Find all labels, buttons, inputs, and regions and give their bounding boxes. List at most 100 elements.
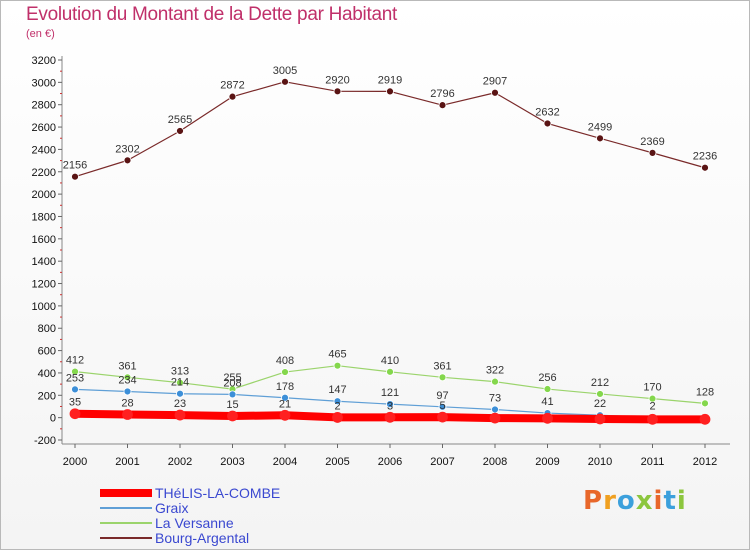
data-label: 21 bbox=[279, 398, 291, 410]
data-label: 3005 bbox=[273, 65, 297, 77]
data-point bbox=[333, 361, 342, 370]
data-label: 35 bbox=[69, 397, 81, 409]
y-tick-label: 3200 bbox=[32, 55, 56, 67]
data-point bbox=[596, 390, 604, 398]
data-point bbox=[489, 412, 501, 424]
data-label: 2156 bbox=[63, 160, 87, 172]
data-label: 2919 bbox=[378, 74, 402, 86]
x-tick-label: 2005 bbox=[325, 456, 349, 468]
data-label: 256 bbox=[538, 372, 556, 384]
data-label: 2920 bbox=[325, 74, 349, 86]
y-tick-label: 2400 bbox=[32, 144, 56, 156]
x-tick-label: 2007 bbox=[430, 456, 454, 468]
data-point bbox=[333, 87, 342, 96]
data-label: 73 bbox=[489, 392, 501, 404]
x-tick-label: 2008 bbox=[483, 456, 507, 468]
data-label: 2236 bbox=[693, 151, 717, 163]
y-tick-label: 200 bbox=[38, 390, 56, 402]
data-point bbox=[176, 378, 184, 387]
legend-swatch bbox=[100, 522, 152, 524]
x-tick-label: 2000 bbox=[63, 456, 87, 468]
data-point bbox=[596, 134, 604, 143]
data-point bbox=[543, 119, 552, 128]
data-label: 234 bbox=[118, 374, 136, 386]
data-point bbox=[123, 156, 132, 165]
legend-swatch bbox=[100, 507, 152, 509]
y-tick-label: 1200 bbox=[32, 279, 56, 291]
y-tick-label: 2800 bbox=[32, 100, 56, 112]
data-label: 361 bbox=[118, 360, 136, 372]
chart-title: Evolution du Montant de la Dette par Hab… bbox=[26, 4, 397, 25]
data-point bbox=[386, 400, 394, 409]
data-label: 128 bbox=[696, 386, 714, 398]
y-tick-label: 0 bbox=[50, 413, 56, 425]
data-point bbox=[122, 409, 133, 420]
data-point bbox=[438, 373, 447, 382]
chart-subtitle: (en €) bbox=[26, 28, 55, 40]
data-point bbox=[437, 411, 448, 423]
y-tick-label: -200 bbox=[34, 435, 56, 447]
data-label: 2632 bbox=[535, 106, 559, 118]
y-tick-label: 1400 bbox=[32, 256, 56, 268]
data-label: 2 bbox=[649, 400, 655, 412]
data-point bbox=[542, 412, 553, 424]
data-label: 2872 bbox=[220, 80, 244, 92]
data-label: 147 bbox=[328, 384, 346, 396]
data-point bbox=[701, 163, 709, 172]
legend-label: La Versanne bbox=[155, 515, 234, 531]
data-point bbox=[71, 385, 79, 394]
y-tick-label: 1600 bbox=[32, 234, 56, 246]
data-label: 2369 bbox=[640, 136, 664, 148]
data-point bbox=[281, 368, 289, 376]
x-tick-label: 2006 bbox=[378, 456, 402, 468]
legend-label: Graix bbox=[155, 500, 189, 516]
data-point bbox=[491, 405, 499, 414]
data-point bbox=[438, 101, 447, 110]
data-label: 313 bbox=[171, 366, 189, 378]
y-tick-label: 2600 bbox=[32, 122, 56, 134]
data-point bbox=[491, 88, 499, 97]
data-point bbox=[281, 393, 289, 402]
data-point bbox=[69, 408, 81, 420]
y-tick-label: 1000 bbox=[32, 301, 56, 313]
data-label: 2796 bbox=[430, 88, 454, 100]
x-tick-label: 2002 bbox=[168, 456, 192, 468]
data-point bbox=[648, 394, 657, 403]
data-point bbox=[699, 413, 711, 425]
x-tick-label: 2009 bbox=[535, 456, 559, 468]
data-point bbox=[71, 172, 79, 181]
data-point bbox=[647, 413, 658, 425]
data-label: 15 bbox=[226, 399, 238, 411]
data-label: 3 bbox=[387, 400, 393, 412]
data-label: 23 bbox=[174, 398, 186, 410]
data-label: 41 bbox=[541, 396, 553, 408]
data-point bbox=[176, 127, 184, 135]
x-tick-label: 2003 bbox=[220, 456, 244, 468]
data-label: 2907 bbox=[483, 76, 507, 88]
data-label: 408 bbox=[276, 355, 294, 367]
y-tick-label: 600 bbox=[38, 346, 56, 358]
data-label: 214 bbox=[171, 377, 189, 389]
y-tick-label: 1800 bbox=[32, 211, 56, 223]
y-tick-label: 800 bbox=[38, 323, 56, 335]
data-label: 170 bbox=[643, 382, 661, 394]
data-point bbox=[174, 409, 186, 421]
data-point bbox=[701, 399, 709, 408]
data-point bbox=[123, 373, 132, 382]
data-label: 97 bbox=[436, 390, 448, 402]
x-tick-label: 2010 bbox=[588, 456, 612, 468]
data-point bbox=[227, 410, 238, 422]
y-tick-label: 3000 bbox=[32, 77, 56, 89]
x-tick-label: 2012 bbox=[693, 456, 717, 468]
proxiti-logo: Proxiti bbox=[583, 486, 687, 516]
data-label: 22 bbox=[594, 398, 606, 410]
y-tick-label: 2200 bbox=[32, 167, 56, 179]
data-label: 208 bbox=[223, 377, 241, 389]
data-point bbox=[228, 390, 237, 399]
data-point bbox=[384, 411, 396, 423]
data-label: 410 bbox=[381, 355, 399, 367]
data-point bbox=[491, 377, 499, 386]
x-tick-label: 2011 bbox=[641, 456, 665, 468]
data-label: 178 bbox=[276, 381, 294, 393]
data-point bbox=[333, 397, 342, 406]
